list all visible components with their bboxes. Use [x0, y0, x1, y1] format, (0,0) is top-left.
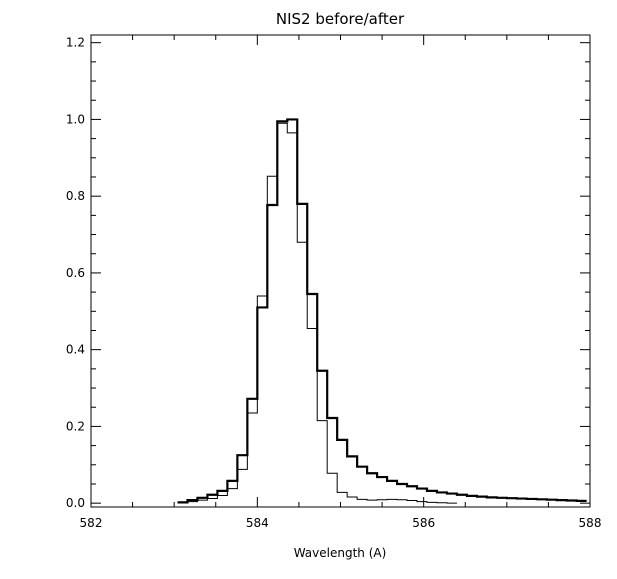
x-axis-label: Wavelength (A) — [294, 546, 387, 560]
y-tick-label: 0.0 — [66, 496, 85, 510]
y-tick-label: 1.2 — [66, 36, 85, 50]
series-thin-line — [177, 122, 457, 504]
y-tick-label: 0.8 — [66, 189, 85, 203]
x-tick-label: 584 — [246, 516, 269, 530]
y-tick-label: 0.6 — [66, 266, 85, 280]
tick-labels: 582 584 586 588 0.0 0.2 0.4 0.6 0.8 1.0 1.2 — [66, 36, 602, 530]
plot-frame — [90, 34, 591, 508]
series-thick-line — [177, 118, 587, 504]
x-tick-label: 588 — [579, 516, 602, 530]
tick-marks — [90, 35, 591, 507]
series-layer — [177, 118, 587, 504]
y-tick-label: 0.2 — [66, 419, 85, 433]
x-tick-label: 582 — [80, 516, 103, 530]
y-tick-label: 1.0 — [66, 112, 85, 126]
chart-title: NIS2 before/after — [276, 10, 405, 28]
x-tick-label: 586 — [412, 516, 435, 530]
y-tick-label: 0.4 — [66, 343, 85, 357]
